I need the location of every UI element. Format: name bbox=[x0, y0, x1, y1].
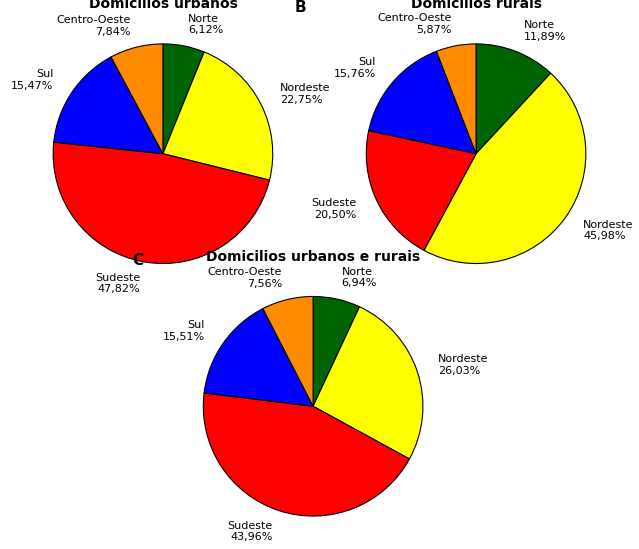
Wedge shape bbox=[436, 44, 476, 154]
Wedge shape bbox=[204, 309, 313, 406]
Text: Sudeste
20,50%: Sudeste 20,50% bbox=[311, 198, 357, 220]
Wedge shape bbox=[53, 142, 270, 264]
Wedge shape bbox=[369, 51, 476, 154]
Text: Nordeste
45,98%: Nordeste 45,98% bbox=[583, 220, 634, 241]
Wedge shape bbox=[424, 73, 586, 264]
Text: Sudeste
43,96%: Sudeste 43,96% bbox=[227, 521, 273, 542]
Text: Sul
15,47%: Sul 15,47% bbox=[12, 69, 54, 91]
Title: Domicilios rurais: Domicilios rurais bbox=[410, 0, 542, 11]
Text: Centro-Oeste
7,56%: Centro-Oeste 7,56% bbox=[208, 267, 282, 289]
Text: Nordeste
22,75%: Nordeste 22,75% bbox=[281, 83, 331, 105]
Wedge shape bbox=[366, 131, 476, 250]
Wedge shape bbox=[313, 296, 360, 406]
Wedge shape bbox=[313, 307, 423, 459]
Wedge shape bbox=[263, 296, 313, 406]
Wedge shape bbox=[111, 44, 163, 154]
Text: Nordeste
26,03%: Nordeste 26,03% bbox=[438, 355, 489, 376]
Wedge shape bbox=[163, 52, 273, 180]
Title: Domicilios urbanos e rurais: Domicilios urbanos e rurais bbox=[206, 250, 420, 264]
Text: B: B bbox=[295, 0, 307, 15]
Title: Domicilios urbanos: Domicilios urbanos bbox=[89, 0, 237, 11]
Text: C: C bbox=[132, 253, 143, 267]
Text: Sul
15,51%: Sul 15,51% bbox=[163, 320, 205, 341]
Text: Norte
6,12%: Norte 6,12% bbox=[188, 14, 224, 35]
Wedge shape bbox=[476, 44, 551, 154]
Wedge shape bbox=[203, 393, 410, 516]
Wedge shape bbox=[54, 57, 163, 154]
Text: Centro-Oeste
5,87%: Centro-Oeste 5,87% bbox=[378, 13, 452, 35]
Text: Sul
15,76%: Sul 15,76% bbox=[334, 57, 376, 79]
Text: Norte
6,94%: Norte 6,94% bbox=[342, 267, 377, 288]
Text: Centro-Oeste
7,84%: Centro-Oeste 7,84% bbox=[56, 15, 131, 37]
Text: Norte
11,89%: Norte 11,89% bbox=[524, 20, 567, 42]
Wedge shape bbox=[163, 44, 204, 154]
Text: Sudeste
47,82%: Sudeste 47,82% bbox=[95, 273, 140, 294]
